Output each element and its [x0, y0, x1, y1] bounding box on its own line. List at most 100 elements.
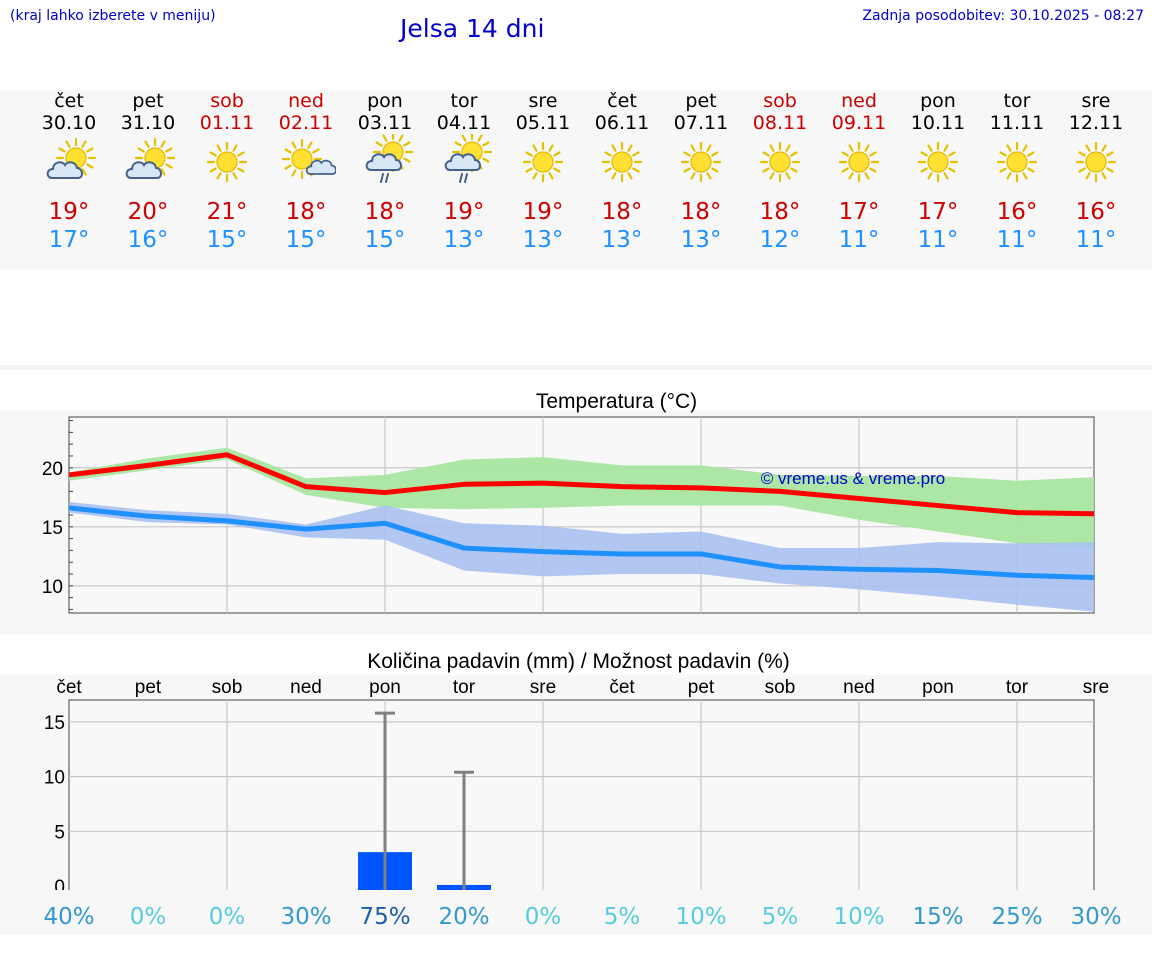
chart-title: Količina padavin (mm) / Možnost padavin …	[367, 650, 790, 673]
day-name: čet	[607, 90, 637, 112]
sun-small-cloud-icon	[281, 138, 336, 180]
x-tick-label: pon	[922, 677, 954, 698]
temp-max: 18°	[680, 199, 722, 225]
precip-chance-label: 30%	[1070, 904, 1122, 930]
day-date: 06.11	[594, 112, 650, 134]
temp-max: 19°	[48, 199, 90, 225]
day-name: sob	[210, 90, 244, 112]
weather-icon-cell	[819, 134, 899, 192]
x-tick-label: čet	[609, 677, 635, 698]
daily-forecast-strip: čet 30.10 19° 17° pet 31.10 20° 16° sob 01.11 21° 1…	[0, 90, 1152, 270]
temp-max: 20°	[127, 199, 169, 225]
day-column: tor 11.11 16° 11°	[977, 90, 1057, 254]
weather-icon-cell	[266, 134, 346, 192]
day-column: pet 31.10 20° 16°	[108, 90, 188, 254]
temp-min: 17°	[48, 227, 90, 253]
weather-icon-cell	[898, 134, 978, 192]
precipitation-chart: Količina padavin (mm) / Možnost padavin …	[44, 650, 1109, 890]
day-name: pon	[367, 90, 403, 112]
day-name: pet	[685, 90, 717, 112]
temp-max: 18°	[759, 199, 801, 225]
x-tick-label: sre	[530, 677, 556, 698]
day-name: ned	[841, 90, 877, 112]
watermark: © vreme.us & vreme.pro	[761, 469, 945, 488]
day-column: pon 10.11 17° 11°	[898, 90, 978, 254]
x-tick-label: pet	[688, 677, 715, 698]
sun-icon	[206, 141, 248, 183]
y-tick-label: 5	[54, 822, 65, 843]
weather-icon-cell	[187, 134, 267, 192]
weather-icon-cell	[1056, 134, 1136, 192]
precip-chance-label: 40%	[43, 904, 95, 930]
y-tick-label: 15	[44, 713, 65, 734]
day-column: čet 30.10 19° 17°	[29, 90, 109, 254]
day-column: ned 09.11 17° 11°	[819, 90, 899, 254]
chart-title: Temperatura (°C)	[536, 390, 697, 413]
y-tick-label: 15	[42, 518, 63, 539]
temp-max: 18°	[601, 199, 643, 225]
sun-cloud-rain-icon	[365, 134, 414, 183]
day-name: ned	[288, 90, 324, 112]
day-date: 07.11	[673, 112, 729, 134]
max-range-band	[69, 447, 1094, 548]
day-date: 03.11	[357, 112, 413, 134]
day-date: 08.11	[752, 112, 808, 134]
weather-icon-cell	[977, 134, 1057, 192]
temp-max: 19°	[522, 199, 564, 225]
sun-cloud-icon	[125, 137, 176, 179]
max-temp-line	[69, 452, 1094, 517]
day-column: sre 05.11 19° 13°	[503, 90, 583, 254]
sun-icon	[680, 141, 722, 183]
precip-chance-label: 75%	[359, 904, 411, 930]
day-name: čet	[54, 90, 84, 112]
x-tick-label: sob	[765, 677, 796, 698]
temperature-plot-group	[69, 447, 1094, 612]
precip-chance-label: 0%	[129, 904, 167, 930]
precip-chance-label: 20%	[438, 904, 490, 930]
temp-max: 18°	[364, 199, 406, 225]
sun-icon	[917, 141, 959, 183]
sun-icon	[996, 141, 1038, 183]
temp-min: 13°	[680, 227, 722, 253]
temperature-chart: Temperatura (°C) 10 15 20 © vreme.us & vreme…	[42, 390, 1095, 614]
day-date: 02.11	[278, 112, 334, 134]
precip-chance-label: 0%	[208, 904, 246, 930]
last-updated: Zadnja posodobitev: 30.10.2025 - 08:27	[862, 8, 1144, 24]
sun-icon	[601, 141, 643, 183]
sun-icon	[759, 141, 801, 183]
sun-cloud-rain-icon	[444, 134, 493, 183]
x-tick-label: sre	[1083, 677, 1109, 698]
day-date: 11.11	[989, 112, 1045, 134]
temp-min: 16°	[127, 227, 169, 253]
day-date: 01.11	[199, 112, 255, 134]
y-tick-label: 10	[42, 577, 63, 598]
day-name: tor	[1003, 90, 1031, 112]
weather-icon-cell	[108, 134, 188, 192]
temp-min: 15°	[285, 227, 327, 253]
day-column: sob 01.11 21° 15°	[187, 90, 267, 254]
temp-min: 11°	[996, 227, 1038, 253]
location-hint[interactable]: (kraj lahko izberete v meniju)	[10, 8, 216, 24]
y-tick-label: 0	[54, 877, 65, 890]
precip-chance-label: 25%	[991, 904, 1043, 930]
x-tick-label: ned	[843, 677, 875, 698]
precip-chance-label: 5%	[603, 904, 641, 930]
y-tick-label: 10	[44, 768, 65, 789]
day-date: 30.10	[41, 112, 97, 134]
weather-icon-cell	[661, 134, 741, 192]
temp-min: 13°	[522, 227, 564, 253]
day-date: 05.11	[515, 112, 571, 134]
day-column: sre 12.11 16° 11°	[1056, 90, 1136, 254]
x-tick-label: ned	[290, 677, 322, 698]
precip-chance-label: 30%	[280, 904, 332, 930]
x-tick-label: čet	[56, 677, 82, 698]
x-tick-label: tor	[453, 677, 476, 698]
day-date: 12.11	[1068, 112, 1124, 134]
day-column: pon 03.11 18° 15°	[345, 90, 425, 254]
y-tick-label: 20	[42, 459, 63, 480]
sun-icon	[838, 141, 880, 183]
day-column: tor 04.11 19° 13°	[424, 90, 504, 254]
x-tick-label: pon	[369, 677, 401, 698]
temp-min: 13°	[443, 227, 485, 253]
temp-max: 19°	[443, 199, 485, 225]
